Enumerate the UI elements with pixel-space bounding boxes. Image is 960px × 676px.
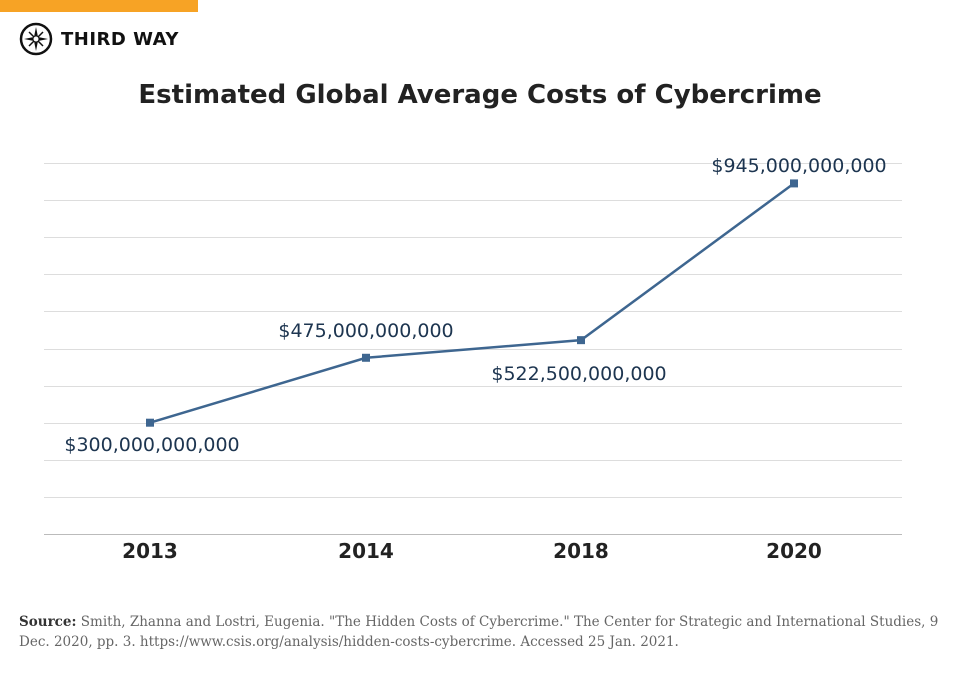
data-label: $475,000,000,000 (278, 320, 453, 342)
data-label: $522,500,000,000 (491, 363, 666, 385)
compass-icon (19, 22, 53, 56)
x-tick-label: 2020 (766, 539, 822, 563)
x-tick-label: 2018 (553, 539, 609, 563)
data-point (146, 418, 154, 427)
chart-title: Estimated Global Average Costs of Cyberc… (138, 80, 822, 110)
logo: THIRD WAY (19, 22, 179, 56)
x-tick-label: 2013 (122, 539, 178, 563)
brand-name: THIRD WAY (61, 28, 179, 50)
source-label: Source: (19, 614, 77, 630)
data-label: $300,000,000,000 (64, 434, 239, 456)
data-label: $945,000,000,000 (711, 155, 886, 177)
data-point (362, 353, 370, 362)
accent-bar (0, 0, 198, 12)
data-point (790, 179, 798, 188)
source-text: Smith, Zhanna and Lostri, Eugenia. "The … (19, 614, 939, 650)
x-tick-label: 2014 (338, 539, 394, 563)
series-line (149, 182, 795, 424)
data-point (577, 336, 585, 345)
source-note: Source: Smith, Zhanna and Lostri, Eugeni… (19, 612, 944, 652)
